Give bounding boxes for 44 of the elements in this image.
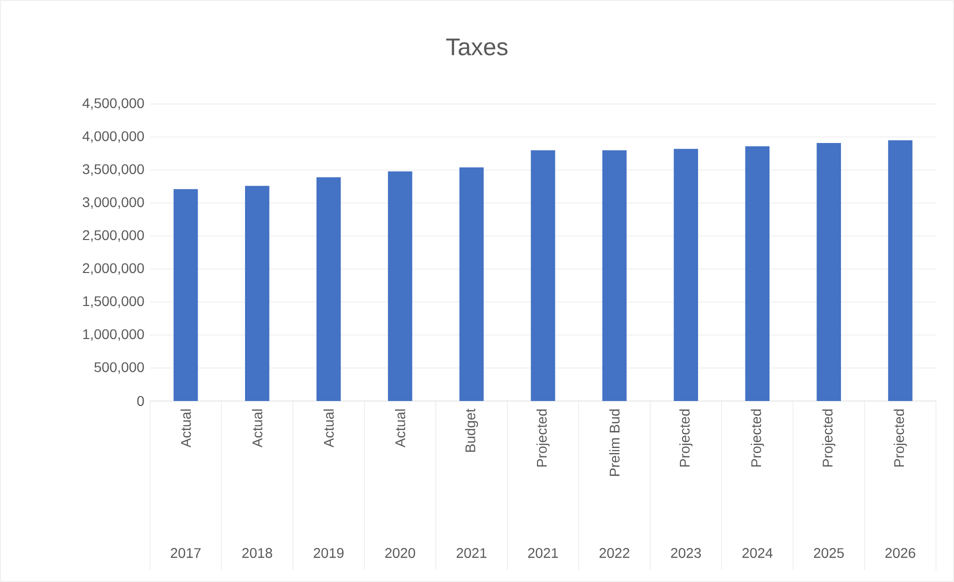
x-tick-label: Projected [679,409,692,467]
chart-title: Taxes [446,38,508,56]
bar [745,146,770,402]
y-tick-label: 2,500,000 [82,230,144,242]
text: 2021 [456,548,486,558]
y-tick-label: 3,500,000 [82,164,144,176]
text: 2025 [814,548,844,558]
bar [245,186,270,402]
y-tick-label: 2,000,000 [82,263,144,275]
x-tick-label: Projected [536,409,550,467]
bar [816,142,841,402]
x-tick-label: Actual [323,409,334,448]
bar [888,140,912,402]
bar [174,189,198,402]
y-tick-label: 3,000,000 [82,197,144,209]
text: 2021 [528,548,558,558]
text: 2022 [600,548,630,558]
bar [388,171,412,402]
y-tick-label: 1,500,000 [83,296,144,308]
y-tick-label: 500,000 [94,362,144,374]
x-tick-label: Budget [465,408,478,452]
x-tick-label: Actual [394,409,406,448]
x-tick-label: Projected [750,409,764,467]
bar [602,150,627,402]
y-tick-label: 0 [137,396,144,406]
text: 2017 [170,548,201,558]
text: 2023 [671,548,701,558]
y-tick-label: 4,500,000 [82,98,144,110]
x-tick-label: Prelim Bud [609,409,620,476]
text: 2026 [885,548,916,558]
x-tick-label: Actual [252,409,262,448]
bar [316,177,341,402]
bar [459,167,484,402]
x-tick-label: Projected [822,409,836,467]
text: 2024 [742,548,773,558]
bar [530,150,556,402]
text: 2018 [242,548,272,558]
y-tick-label: 1,000,000 [83,329,144,341]
x-tick-label: Projected [894,409,907,467]
text: 2019 [314,548,344,558]
x-tick-label: Actual [180,409,191,448]
bar [674,148,698,402]
y-tick-label: 4,000,000 [82,131,144,143]
text: 2020 [385,548,416,558]
